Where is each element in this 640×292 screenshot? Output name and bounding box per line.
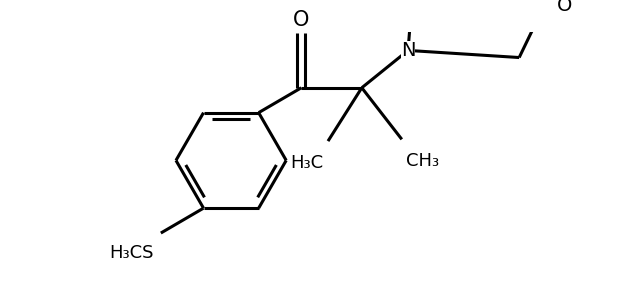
Text: H₃C: H₃C bbox=[291, 154, 324, 172]
Text: O: O bbox=[293, 10, 310, 30]
Text: N: N bbox=[401, 41, 415, 60]
Text: H₃CS: H₃CS bbox=[109, 244, 154, 262]
Text: CH₃: CH₃ bbox=[406, 152, 440, 170]
Text: O: O bbox=[557, 0, 572, 15]
